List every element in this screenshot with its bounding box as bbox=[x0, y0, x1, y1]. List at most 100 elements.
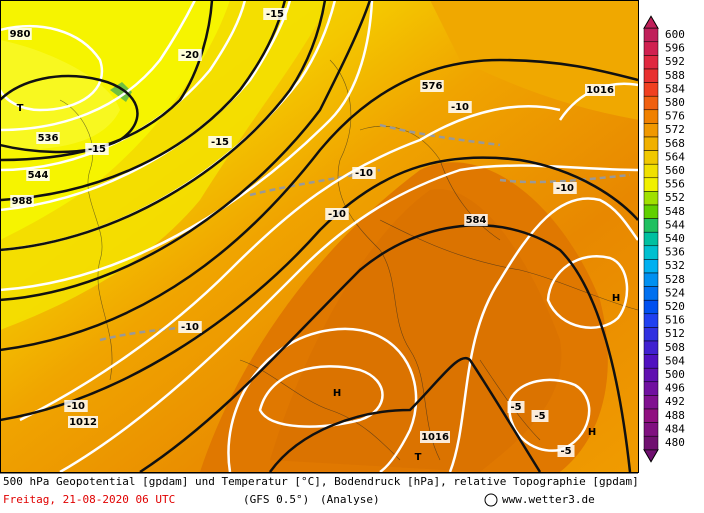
colorbar-swatch bbox=[643, 95, 659, 111]
contour-label: -15 bbox=[211, 137, 229, 148]
colorbar-label: 596 bbox=[665, 42, 685, 55]
contour-label: 576 bbox=[422, 81, 443, 92]
contour-label: -10 bbox=[451, 102, 469, 113]
colorbar-label: 500 bbox=[665, 368, 685, 381]
colorbar-swatch bbox=[643, 313, 659, 328]
contour-label: -5 bbox=[510, 402, 521, 413]
colorbar-swatch bbox=[643, 231, 659, 247]
colorbar-swatch bbox=[643, 136, 659, 151]
footer-analysis: (Analyse) bbox=[320, 493, 380, 506]
contour-label: -10 bbox=[181, 322, 199, 333]
pressure-center-label: T bbox=[415, 452, 422, 463]
pressure-center-label: H bbox=[588, 427, 596, 438]
contour-label: 544 bbox=[28, 170, 49, 181]
contour-label: -10 bbox=[328, 209, 346, 220]
contour-label: -15 bbox=[266, 9, 284, 20]
contour-label: -15 bbox=[88, 144, 106, 155]
colorbar-label: 544 bbox=[665, 218, 685, 231]
contour-label: 1016 bbox=[586, 85, 614, 96]
colorbar-swatch bbox=[643, 408, 659, 423]
contour-label: 988 bbox=[12, 196, 33, 207]
colorbar-swatch bbox=[643, 177, 659, 192]
contour-label: 1016 bbox=[421, 432, 449, 443]
colorbar-label: 580 bbox=[665, 96, 685, 109]
colorbar-label: 568 bbox=[665, 137, 685, 150]
colorbar-label: 560 bbox=[665, 164, 685, 177]
footer-description: 500 hPa Geopotential [gpdam] und Tempera… bbox=[3, 475, 639, 488]
label-background bbox=[531, 410, 549, 422]
label-background bbox=[8, 28, 32, 40]
label-background bbox=[178, 49, 202, 61]
contour-label: -5 bbox=[534, 411, 545, 422]
colorbar-label: 516 bbox=[665, 314, 685, 327]
colorbar-label: 480 bbox=[665, 436, 685, 449]
contour-label: 584 bbox=[466, 215, 487, 226]
colorbar-label: 592 bbox=[665, 55, 685, 68]
label-background bbox=[26, 169, 50, 181]
colorbar-swatch bbox=[643, 259, 659, 274]
colorbar-label: 540 bbox=[665, 232, 685, 245]
label-background bbox=[208, 136, 232, 148]
colorbar-swatch bbox=[643, 109, 659, 124]
label-background bbox=[420, 431, 450, 443]
colorbar-label: 584 bbox=[665, 82, 685, 95]
label-background bbox=[178, 321, 202, 333]
colorbar-swatch bbox=[643, 340, 659, 355]
colorbar-label: 524 bbox=[665, 286, 685, 299]
label-background bbox=[507, 401, 525, 413]
colorbar-swatch bbox=[643, 354, 659, 369]
colorbar-swatch bbox=[643, 299, 659, 315]
colorbar-label: 572 bbox=[665, 123, 685, 136]
colorbar-swatch bbox=[643, 381, 659, 396]
label-background bbox=[557, 445, 575, 457]
colorbar-swatch bbox=[643, 150, 659, 165]
pressure-center-label: H bbox=[333, 388, 341, 399]
label-background bbox=[85, 143, 109, 155]
colorbar-label: 576 bbox=[665, 110, 685, 123]
contour-label: 536 bbox=[38, 133, 59, 144]
colorbar-label: 564 bbox=[665, 150, 685, 163]
colorbar-label: 552 bbox=[665, 191, 685, 204]
colorbar-label: 504 bbox=[665, 354, 685, 367]
label-background bbox=[352, 167, 376, 179]
colorbar-swatch bbox=[643, 41, 659, 56]
contour-label: -20 bbox=[181, 50, 199, 61]
label-background bbox=[553, 182, 577, 194]
colorbar-label: 492 bbox=[665, 395, 685, 408]
colorbar-label: 548 bbox=[665, 205, 685, 218]
label-background bbox=[464, 214, 488, 226]
colorbar-swatch bbox=[643, 367, 659, 383]
colorbar-swatch bbox=[643, 395, 659, 410]
colorbar-label: 600 bbox=[665, 28, 685, 41]
colorbar-swatch bbox=[643, 422, 659, 437]
label-background bbox=[10, 195, 34, 207]
colorbar-swatch bbox=[643, 272, 659, 287]
colorbar-swatch bbox=[643, 163, 659, 179]
pressure-center-label: T bbox=[17, 103, 24, 114]
colorbar-swatch bbox=[643, 435, 659, 451]
footer-credit: www.wetter3.de bbox=[502, 493, 595, 506]
contour-label: -5 bbox=[560, 446, 571, 457]
copyright-icon bbox=[484, 493, 498, 507]
label-background bbox=[64, 400, 88, 412]
colorbar-swatch bbox=[643, 191, 659, 206]
colorbar-label: 508 bbox=[665, 341, 685, 354]
label-background bbox=[420, 80, 444, 92]
colorbar-label: 588 bbox=[665, 69, 685, 82]
colorbar-swatch bbox=[643, 82, 659, 97]
footer-date: Freitag, 21-08-2020 06 UTC bbox=[3, 493, 175, 506]
colorbar-swatch bbox=[643, 123, 659, 138]
colorbar-label: 528 bbox=[665, 273, 685, 286]
label-background bbox=[585, 84, 615, 96]
colorbar-label: 536 bbox=[665, 246, 685, 259]
label-background bbox=[68, 416, 98, 428]
colorbar-swatch bbox=[643, 27, 659, 43]
colorbar-label: 556 bbox=[665, 178, 685, 191]
colorbar-label: 496 bbox=[665, 382, 685, 395]
colorbar-swatch bbox=[643, 204, 659, 219]
contour-label: 1012 bbox=[69, 417, 97, 428]
colorbar-swatch bbox=[643, 286, 659, 301]
colorbar-label: 532 bbox=[665, 259, 685, 272]
footer-model: (GFS 0.5°) bbox=[243, 493, 309, 506]
